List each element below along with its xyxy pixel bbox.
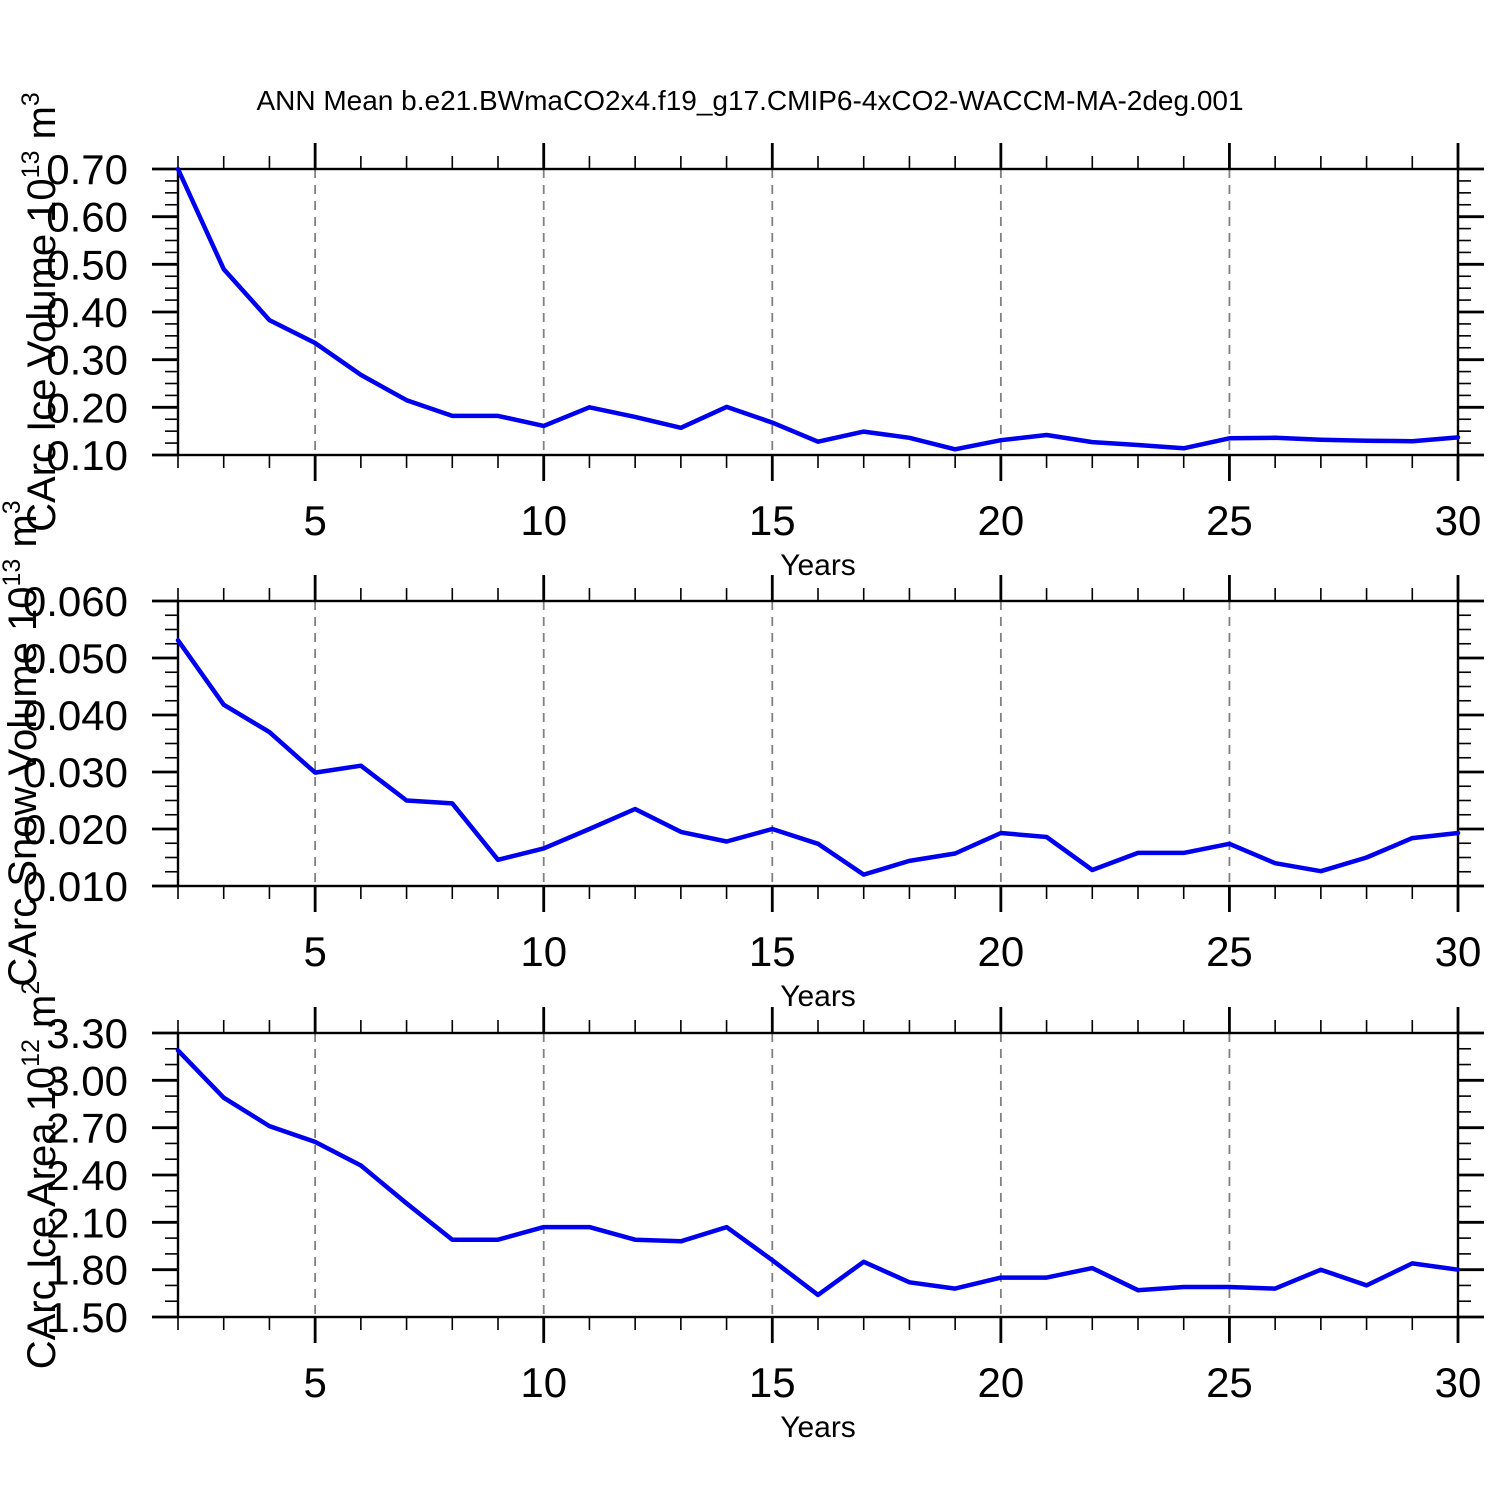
x-tick-label: 20 xyxy=(977,928,1024,975)
y-tick-label: 0.50 xyxy=(46,241,128,288)
y-tick-label: 0.20 xyxy=(46,384,128,431)
x-tick-label: 25 xyxy=(1206,1359,1253,1406)
plot-frame xyxy=(176,167,1460,457)
y-axis-title: CArc Snow Volume 1013 m3 xyxy=(0,500,45,986)
y-tick-label: 3.00 xyxy=(46,1057,128,1104)
x-tick-label: 10 xyxy=(520,928,567,975)
y-tick-label: 0.030 xyxy=(23,749,128,796)
x-tick-label: 25 xyxy=(1206,497,1253,544)
y-tick-label: 0.60 xyxy=(46,194,128,241)
x-tick-label: 10 xyxy=(520,497,567,544)
panel-snow-volume: 0.060 0.050 0.040 0.030 0.020 0.010 5 10 15 20 25 3… xyxy=(0,500,1484,1013)
plot-frame xyxy=(176,599,1460,888)
plot-frame xyxy=(176,1031,1460,1319)
x-axis-title: Years xyxy=(780,549,856,582)
y-tick-label: 0.40 xyxy=(46,289,128,336)
x-tick-label: 10 xyxy=(520,1359,567,1406)
y-tick-label: 0.020 xyxy=(23,806,128,853)
y-tick-label: 0.060 xyxy=(23,578,128,625)
panel-ice-area: 3.303.002.702.402.101.801.50 5 10 15 20 25 30 Y… xyxy=(17,981,1484,1444)
x-tick-label: 5 xyxy=(303,928,326,975)
y-tick-label: 2.70 xyxy=(46,1105,128,1152)
y-tick-label: 0.040 xyxy=(23,692,128,739)
x-tick-label: 20 xyxy=(977,497,1024,544)
y-tick-label: 1.80 xyxy=(46,1247,128,1294)
x-tick-label: 5 xyxy=(303,1359,326,1406)
y-tick-label: 3.30 xyxy=(46,1010,128,1057)
series-line-snow-volume xyxy=(175,638,1461,877)
panel-ice-volume: 0.700.600.500.400.300.200.10 5 10 15 20 25 30 Y… xyxy=(17,92,1484,582)
y-axis-title: CArc Ice Area 1012 m2 xyxy=(17,981,64,1370)
x-tick-label: 15 xyxy=(749,497,796,544)
y-tick-label: 0.10 xyxy=(46,432,128,479)
y-tick-label: 1.50 xyxy=(46,1294,128,1341)
x-tick-label: 25 xyxy=(1206,928,1253,975)
x-tick-label: 5 xyxy=(303,497,326,544)
chart-title: ANN Mean b.e21.BWmaCO2x4.f19_g17.CMIP6-4… xyxy=(256,85,1243,116)
x-axis-title: Years xyxy=(780,980,856,1013)
y-tick-label: 2.10 xyxy=(46,1199,128,1246)
x-tick-label: 30 xyxy=(1435,928,1482,975)
y-tick-label: 0.30 xyxy=(46,337,128,384)
y-tick-label: 0.70 xyxy=(46,146,128,193)
y-tick-label: 0.010 xyxy=(23,863,128,910)
x-tick-label: 30 xyxy=(1435,497,1482,544)
x-tick-label: 15 xyxy=(749,1359,796,1406)
series-line-ice-area xyxy=(175,1048,1461,1298)
y-axis-title: CArc Ice Volume 1013 m3 xyxy=(17,92,64,532)
x-axis-title: Years xyxy=(780,1411,856,1444)
y-tick-label: 0.050 xyxy=(23,635,128,682)
y-tick-label: 2.40 xyxy=(46,1152,128,1199)
x-tick-label: 20 xyxy=(977,1359,1024,1406)
x-tick-label: 30 xyxy=(1435,1359,1482,1406)
series-line-ice-volume xyxy=(175,166,1461,452)
x-tick-label: 15 xyxy=(749,928,796,975)
